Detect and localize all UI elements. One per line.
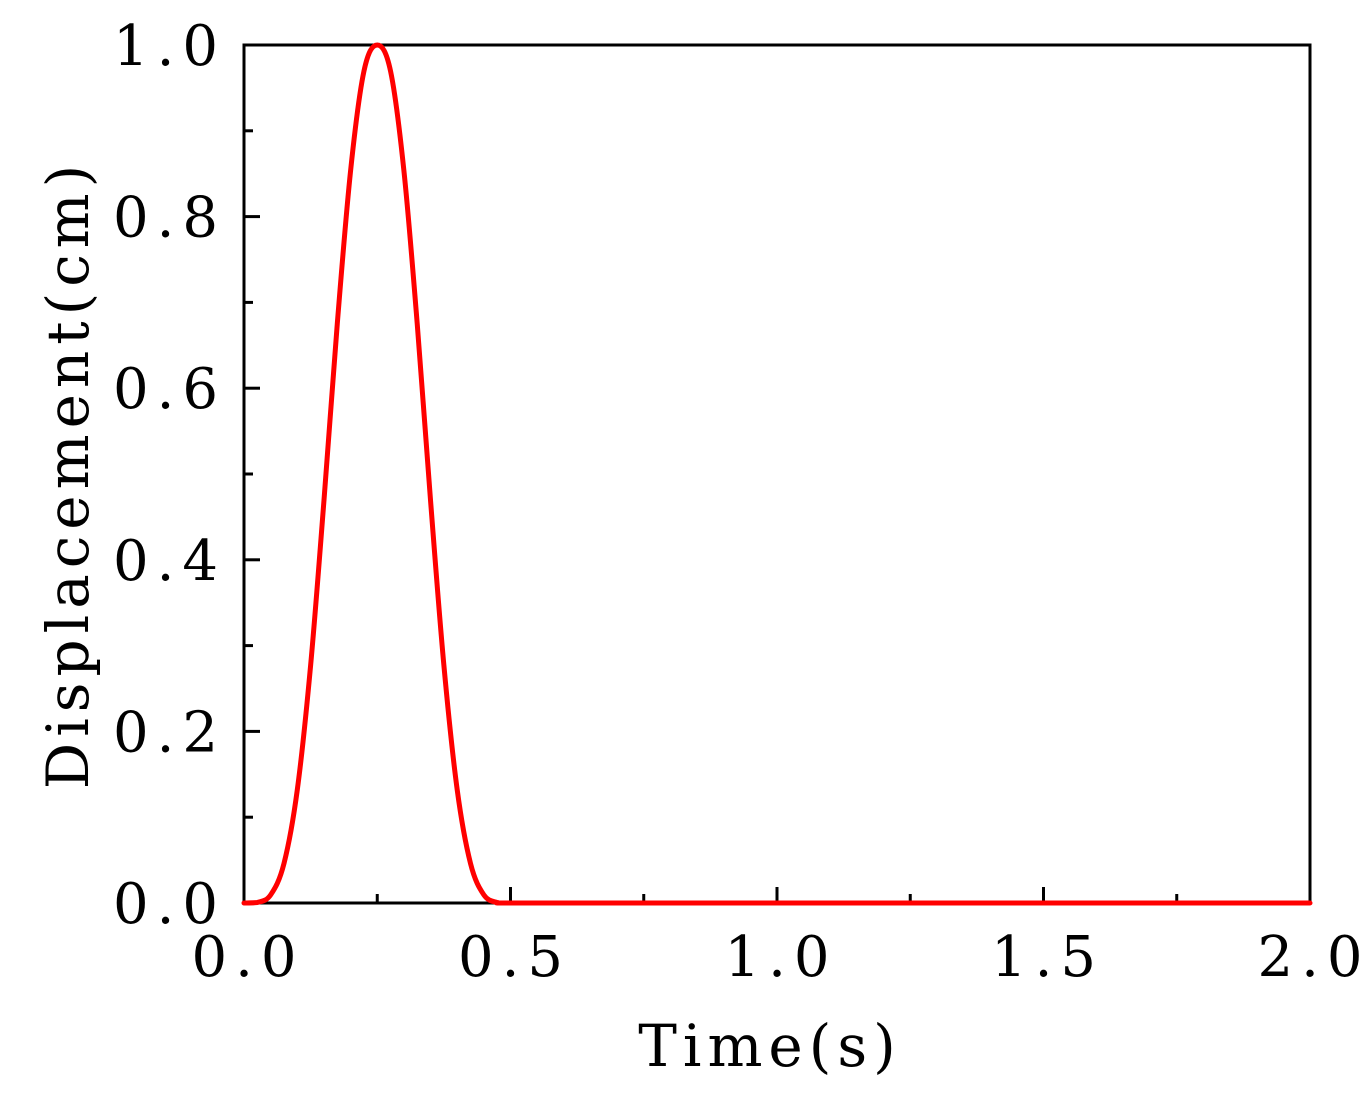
series-layer <box>241 42 1313 906</box>
x-axis-title: Time(s) <box>638 1012 902 1080</box>
x-tick-label: 1.0 <box>724 925 837 990</box>
y-tick-label: 1.0 <box>113 14 226 79</box>
y-tick-label: 0.4 <box>113 529 226 594</box>
y-tick-label: 0.2 <box>113 700 226 765</box>
labels-layer: 0.0 0.5 1.0 1.5 2.0 0.0 0.2 0.4 0.6 0.8 1.0 <box>113 14 1370 990</box>
x-tick-label: 1.5 <box>991 925 1104 990</box>
y-tick-label: 0.8 <box>113 186 226 251</box>
y-axis-title: Displacement(cm) <box>34 159 102 790</box>
x-tick-label: 2.0 <box>1257 925 1370 990</box>
x-tick-label: 0.0 <box>191 925 304 990</box>
x-tick-label: 0.5 <box>458 925 571 990</box>
y-tick-label: 0.0 <box>113 872 226 937</box>
y-tick-label: 0.6 <box>113 357 226 422</box>
series-line <box>241 42 1313 906</box>
